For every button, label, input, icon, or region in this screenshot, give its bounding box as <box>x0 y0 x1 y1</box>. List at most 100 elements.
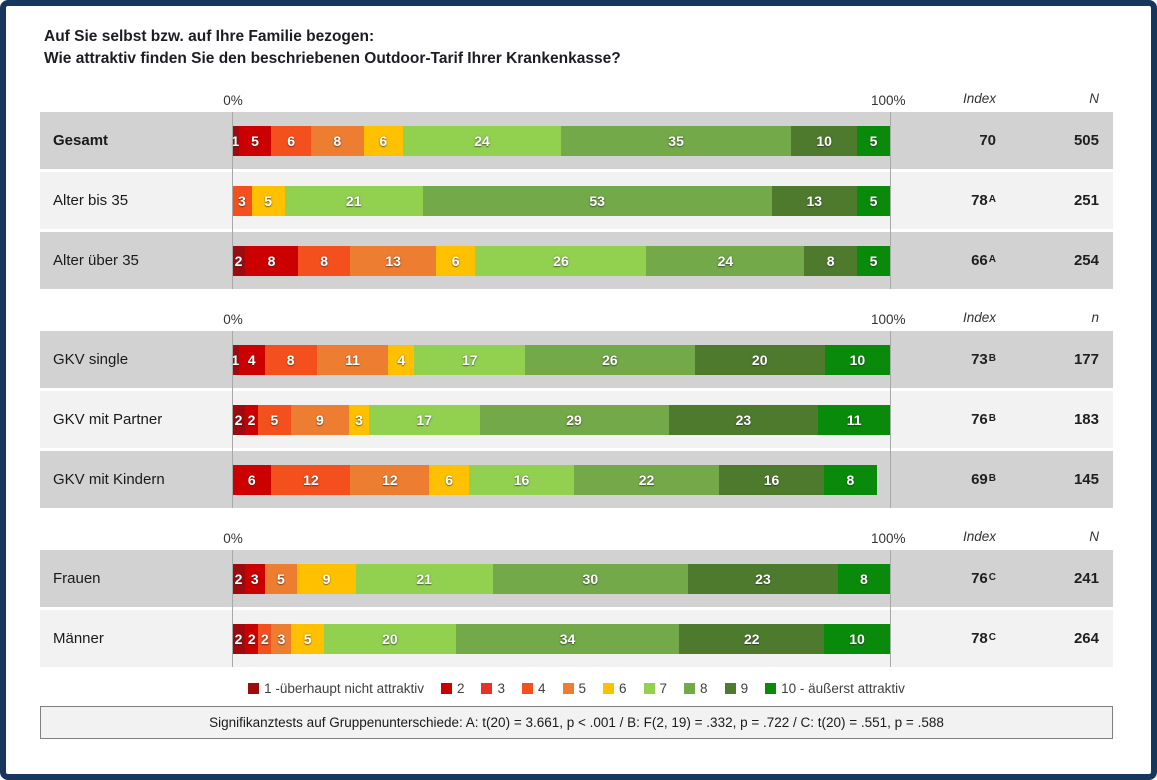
n-header-cell: N <box>1040 528 1113 546</box>
table-row: GKV mit Partner 2 2 5 9 3 17 29 23 11 76 B 183 <box>40 391 1113 448</box>
index-header: Index <box>962 91 996 106</box>
bar-segment: 10 <box>824 344 890 375</box>
index-value: 70 <box>890 112 1040 169</box>
legend-swatch-icon <box>248 683 260 694</box>
legend-label: 5 <box>578 681 587 696</box>
bar-segment: 10 <box>824 623 890 654</box>
n-value: 264 <box>1040 610 1113 667</box>
stacked-bar: 1 4 8 11 4 17 26 20 10 <box>231 344 890 375</box>
axis-line-0 <box>232 112 233 289</box>
bar-segment: 8 <box>804 245 858 276</box>
bar-segment: 2 <box>258 623 272 654</box>
axis-right-label: 100% <box>871 312 906 327</box>
bar-segment: 8 <box>837 563 890 594</box>
n-header-cell: n <box>1040 309 1113 327</box>
n-value: 251 <box>1040 172 1113 229</box>
axis-left-label: 0% <box>223 531 243 546</box>
n-value: 183 <box>1040 391 1113 448</box>
legend-item: 3 <box>481 681 505 696</box>
legend-label: 6 <box>619 681 627 696</box>
index-value: 76 C <box>890 550 1040 607</box>
bar-segment: 30 <box>492 563 689 594</box>
chart-group: 0% 100% Index N Gesamt 1 5 6 8 6 24 35 10 5 70 505 Alter… <box>40 82 1115 289</box>
index-value: 73 B <box>890 331 1040 388</box>
bar-segment: 20 <box>694 344 825 375</box>
bar-segment: 2 <box>232 563 246 594</box>
index-superscript: C <box>988 572 996 583</box>
legend-item: 7 <box>643 681 668 696</box>
group-rows: Gesamt 1 5 6 8 6 24 35 10 5 70 505 Alter bis 35 3 5 21 5… <box>40 112 1115 289</box>
index-superscript: B <box>988 353 996 364</box>
bar-segment: 21 <box>284 185 423 216</box>
legend-item: 5 <box>562 681 587 696</box>
row-bar-area: 2 3 5 9 21 30 23 8 <box>232 550 890 607</box>
bar-segment: 9 <box>290 404 350 435</box>
bar-segment: 11 <box>316 344 389 375</box>
legend-item: 4 <box>521 681 546 696</box>
bar-segment: 3 <box>271 623 292 654</box>
bar-segment: 26 <box>525 344 695 375</box>
bar-segment: 35 <box>560 125 792 156</box>
legend-swatch-icon <box>562 683 574 694</box>
table-row: GKV single 1 4 8 11 4 17 26 20 10 73 B 177 <box>40 331 1113 388</box>
row-label: Gesamt <box>40 112 232 169</box>
bar-segment: 5 <box>258 404 291 435</box>
chart-title-line1: Auf Sie selbst bzw. auf Ihre Familie bez… <box>44 28 375 45</box>
index-superscript: B <box>988 473 996 484</box>
row-bar-area: 2 8 8 13 6 26 24 8 5 <box>232 232 890 289</box>
legend-label: 1 -überhaupt nicht attraktiv <box>264 681 424 696</box>
legend-swatch-icon <box>603 683 615 694</box>
bar-segment: 8 <box>297 245 351 276</box>
bar-segment: 26 <box>475 245 647 276</box>
index-superscript: A <box>988 254 996 265</box>
bar-segment: 34 <box>455 623 680 654</box>
bar-segment: 5 <box>291 623 325 654</box>
legend-item: 1 -überhaupt nicht attraktiv <box>248 681 424 696</box>
group-rows: Frauen 2 3 5 9 21 30 23 8 76 C 241 Männer 2 2 2 3 5 20 34 22… <box>40 550 1115 667</box>
stacked-bar: 2 2 5 9 3 17 29 23 11 <box>232 404 891 435</box>
legend-item: 2 <box>440 681 465 696</box>
bar-segment: 16 <box>718 464 825 495</box>
table-row: GKV mit Kindern 6 12 12 6 16 22 16 8 69 B 145 <box>40 451 1113 508</box>
index-superscript: B <box>988 413 996 424</box>
significance-note-text: Signifikanztests auf Gruppenunterschiede… <box>209 715 944 730</box>
bar-segment: 11 <box>818 404 891 435</box>
bar-segment: 4 <box>238 344 265 375</box>
legend-label: 10 - äußerst attraktiv <box>781 681 905 696</box>
axis-line-0 <box>232 550 233 667</box>
legend-item: 8 <box>684 681 708 696</box>
bar-segment: 24 <box>403 125 561 156</box>
legend-label: 2 <box>456 681 465 696</box>
n-header: n <box>1091 310 1099 325</box>
legend-label: 9 <box>740 681 749 696</box>
legend-label: 7 <box>659 681 668 696</box>
legend-label: 3 <box>497 681 505 696</box>
group-header: 0% 100% Index N <box>40 520 1113 546</box>
stacked-bar: 1 5 6 8 6 24 35 10 5 <box>231 125 890 156</box>
table-row: Alter bis 35 3 5 21 53 13 5 78 A 251 <box>40 172 1113 229</box>
stacked-bar: 2 3 5 9 21 30 23 8 <box>232 563 890 594</box>
index-header-cell: Index <box>890 90 1040 108</box>
legend-label: 4 <box>537 681 546 696</box>
chart-groups: 0% 100% Index N Gesamt 1 5 6 8 6 24 35 10 5 70 505 Alter… <box>40 82 1115 667</box>
bar-segment: 2 <box>245 623 259 654</box>
index-superscript: A <box>988 194 996 205</box>
bar-segment: 6 <box>271 125 311 156</box>
index-value: 78 A <box>890 172 1040 229</box>
row-label: GKV single <box>40 331 232 388</box>
bar-segment: 2 <box>232 404 246 435</box>
row-label: GKV mit Partner <box>40 391 232 448</box>
bar-segment: 1 <box>231 125 239 156</box>
row-label: Frauen <box>40 550 232 607</box>
bar-segment: 8 <box>310 125 364 156</box>
significance-note: Signifikanztests auf Gruppenunterschiede… <box>40 706 1113 739</box>
bar-segment: 17 <box>414 344 526 375</box>
chart-group: 0% 100% Index n GKV single 1 4 8 11 4 17 26 20 10 73 B 1… <box>40 301 1115 508</box>
bar-segment: 13 <box>350 245 436 276</box>
row-bar-area: 3 5 21 53 13 5 <box>232 172 890 229</box>
row-label: GKV mit Kindern <box>40 451 232 508</box>
bar-segment: 2 <box>232 245 246 276</box>
axis-right-label: 100% <box>871 531 906 546</box>
bar-segment: 3 <box>349 404 369 435</box>
bar-segment: 5 <box>264 563 298 594</box>
